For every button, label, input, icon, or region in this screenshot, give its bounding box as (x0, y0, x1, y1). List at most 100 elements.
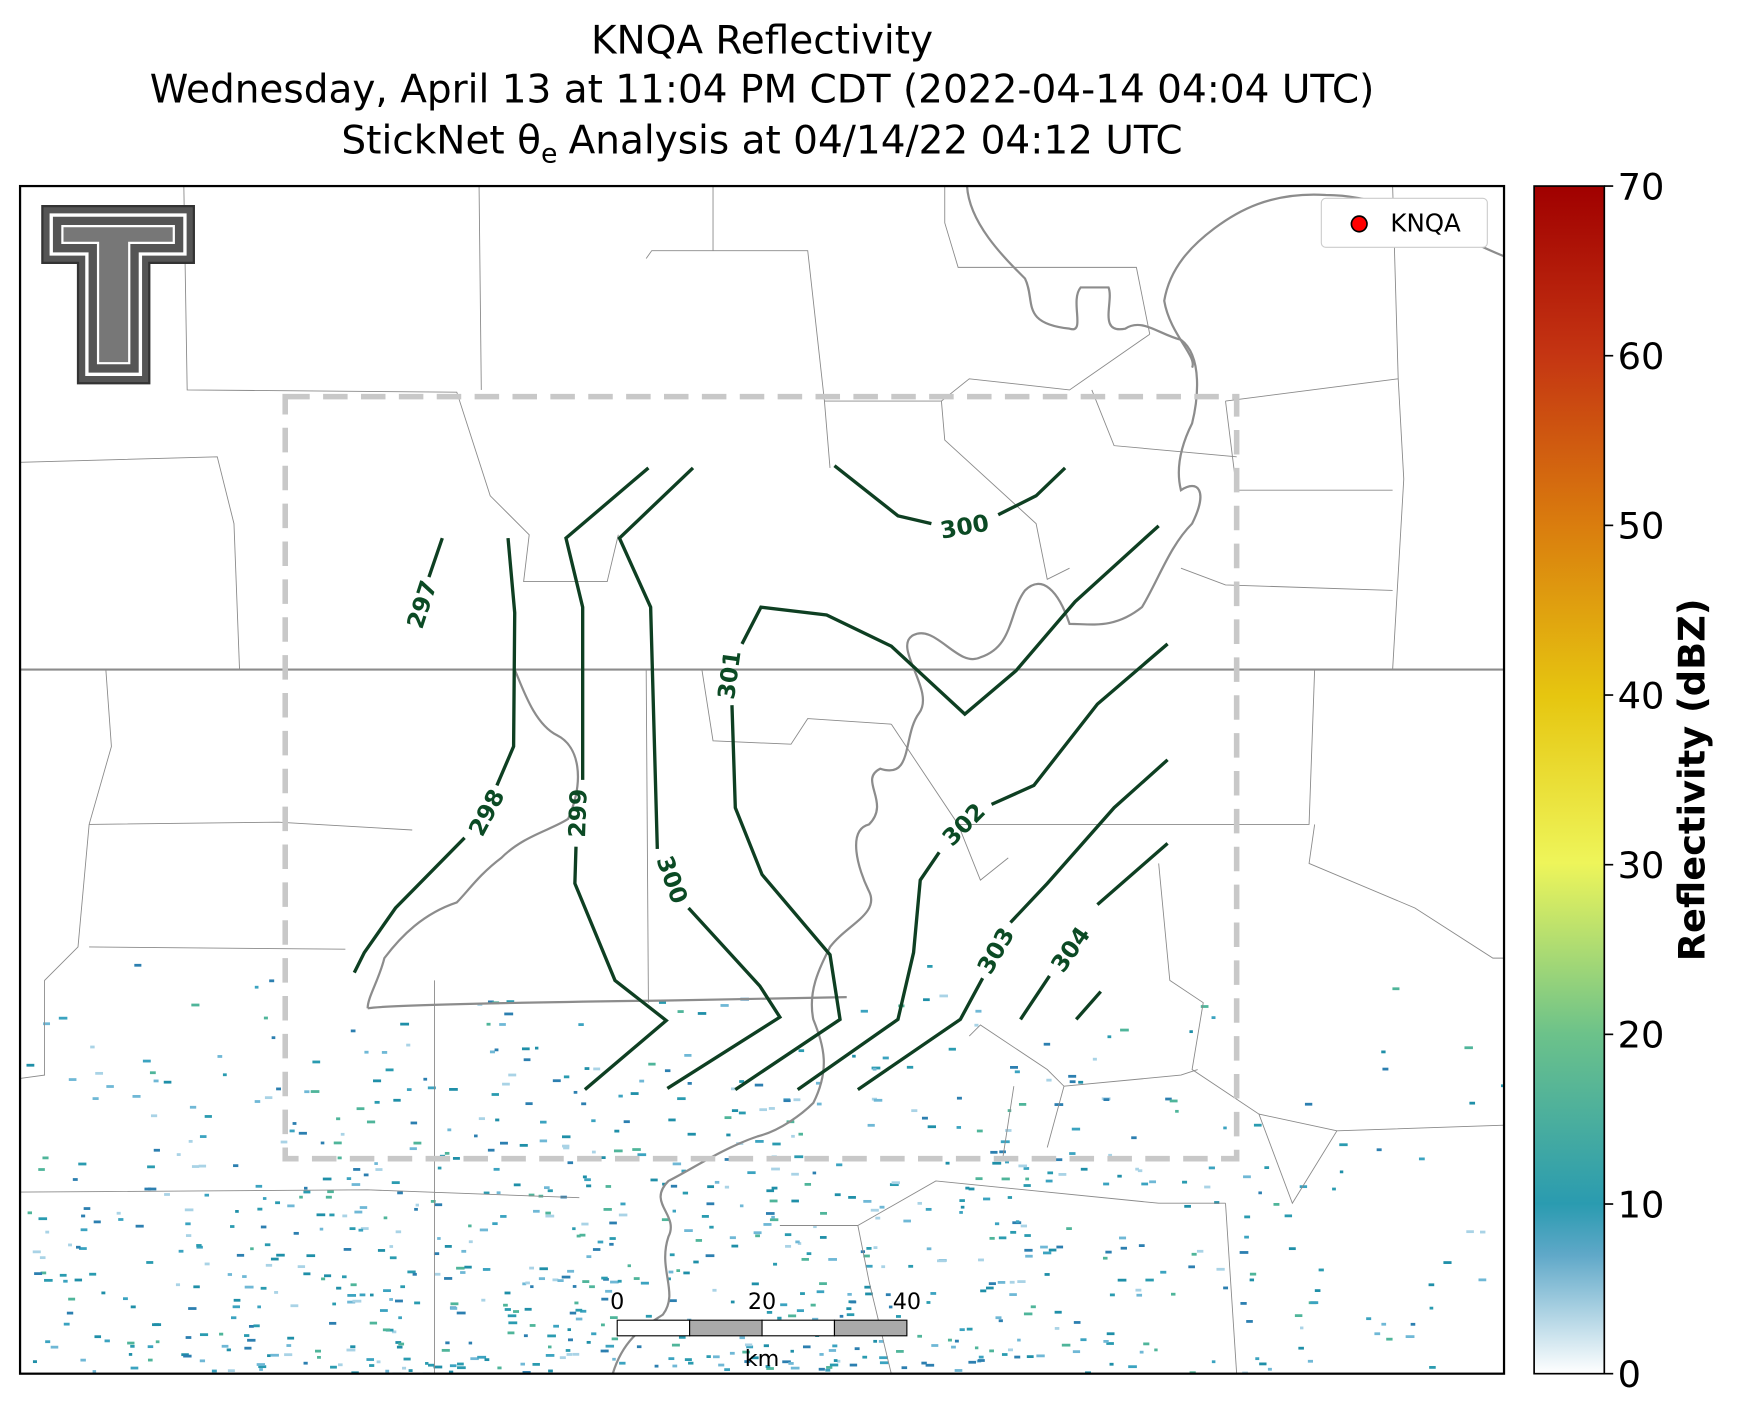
radar-echo (545, 1214, 555, 1218)
radar-echo (618, 1094, 623, 1098)
radar-echo (425, 1362, 429, 1365)
radar-echo (567, 1161, 574, 1165)
radar-echo (948, 1047, 956, 1051)
radar-echo (427, 1086, 436, 1090)
radar-echo (846, 1313, 855, 1317)
contour-labels: 297 298 299 300 300 301 302 303 304 (401, 509, 1096, 979)
radar-echo (457, 1362, 464, 1366)
radar-echo (567, 1269, 575, 1273)
radar-echo (1137, 1169, 1143, 1173)
radar-echo (1015, 1220, 1020, 1224)
radar-echo (672, 1209, 676, 1213)
contour-label: 297 (401, 577, 443, 632)
radar-echo (785, 1244, 792, 1248)
radar-echo (956, 1126, 962, 1129)
radar-echo (1200, 1005, 1209, 1008)
radar-echo (263, 1016, 268, 1020)
contour-line (1009, 758, 1169, 924)
radar-echo (68, 1297, 76, 1301)
radar-echo (1165, 1097, 1172, 1101)
radar-echo (359, 1293, 366, 1297)
radar-echo (1464, 1046, 1473, 1050)
radar-echo (1136, 1293, 1143, 1297)
radar-echo (682, 1191, 689, 1195)
radar-echo (863, 1254, 870, 1258)
radar-echo (667, 1277, 671, 1281)
radar-echo (487, 1000, 494, 1004)
radar-echo (492, 1222, 498, 1226)
radar-echo (866, 1247, 872, 1250)
radar-echo (456, 1266, 465, 1270)
radar-echo (1145, 1278, 1154, 1282)
radar-echo (989, 1349, 994, 1353)
radar-echo (1244, 1215, 1251, 1219)
radar-echo (297, 1265, 306, 1269)
radar-echo (683, 1271, 690, 1275)
radar-echo (414, 1207, 418, 1211)
radar-echo (398, 1342, 405, 1346)
radar-echo (222, 1073, 227, 1077)
radar-echo (92, 1370, 97, 1373)
radar-echo (255, 1184, 263, 1188)
radar-echo (500, 1215, 507, 1218)
radar-echo (1061, 1343, 1071, 1347)
radar-echo (926, 1301, 931, 1304)
radar-echo (562, 1135, 571, 1139)
radar-echo (232, 1305, 241, 1309)
radar-echo (609, 1242, 614, 1246)
radar-echo (589, 1285, 595, 1289)
radar-echo (921, 1116, 928, 1120)
radar-echo (298, 1131, 307, 1135)
radar-echo (873, 1246, 878, 1250)
colorbar-tick-label: 0 (1618, 1353, 1641, 1396)
radar-echo (366, 1120, 376, 1124)
radar-echo (815, 1081, 821, 1085)
radar-echo (613, 1149, 623, 1153)
radar-echo (191, 1003, 200, 1007)
radar-echo (1058, 1173, 1067, 1176)
map-frame (18, 184, 1506, 1375)
radar-echo (968, 1360, 977, 1364)
radar-echo (377, 1249, 386, 1252)
radar-echo (1240, 1302, 1247, 1305)
radar-echo (1273, 1202, 1280, 1206)
radar-echo (196, 1244, 202, 1247)
radar-echo (521, 1047, 530, 1051)
radar-echo (923, 998, 930, 1002)
radar-echo (44, 1278, 53, 1282)
radar-echo (1024, 1234, 1031, 1237)
radar-echo (997, 1281, 1006, 1284)
radar-echo (66, 1311, 74, 1315)
radar-echo (609, 1221, 617, 1225)
radar-echo (495, 1118, 500, 1122)
legend-label: KNQA (1390, 209, 1461, 238)
radar-echo (1154, 1348, 1158, 1352)
radar-echo (1043, 1251, 1052, 1255)
radar-echo (434, 1272, 441, 1276)
radar-echo (783, 1099, 791, 1103)
radar-echo (150, 1114, 158, 1118)
radar-echo (670, 1184, 678, 1188)
radar-echo (340, 1132, 345, 1136)
radar-echo (34, 1272, 43, 1276)
radar-echo (1023, 1312, 1033, 1316)
radar-echo (966, 1327, 973, 1331)
radar-echo (448, 1370, 454, 1374)
radar-echo (765, 1365, 771, 1368)
radar-echo (927, 965, 933, 968)
radar-echo (63, 1279, 68, 1283)
radar-echo (668, 1118, 676, 1122)
radar-echo (525, 1281, 530, 1285)
radar-echo (1381, 1322, 1387, 1326)
radar-echo (818, 1367, 825, 1371)
radar-echo (544, 1186, 550, 1190)
radar-echo (533, 1209, 540, 1213)
radar-echo (1294, 1314, 1303, 1318)
radar-echo (347, 1294, 357, 1297)
radar-echo (833, 1359, 838, 1362)
radar-echo (444, 1277, 453, 1280)
radar-echo (155, 1340, 160, 1344)
radar-echo (497, 1366, 502, 1370)
radar-echo (813, 1225, 817, 1229)
radar-echo (744, 1360, 751, 1363)
